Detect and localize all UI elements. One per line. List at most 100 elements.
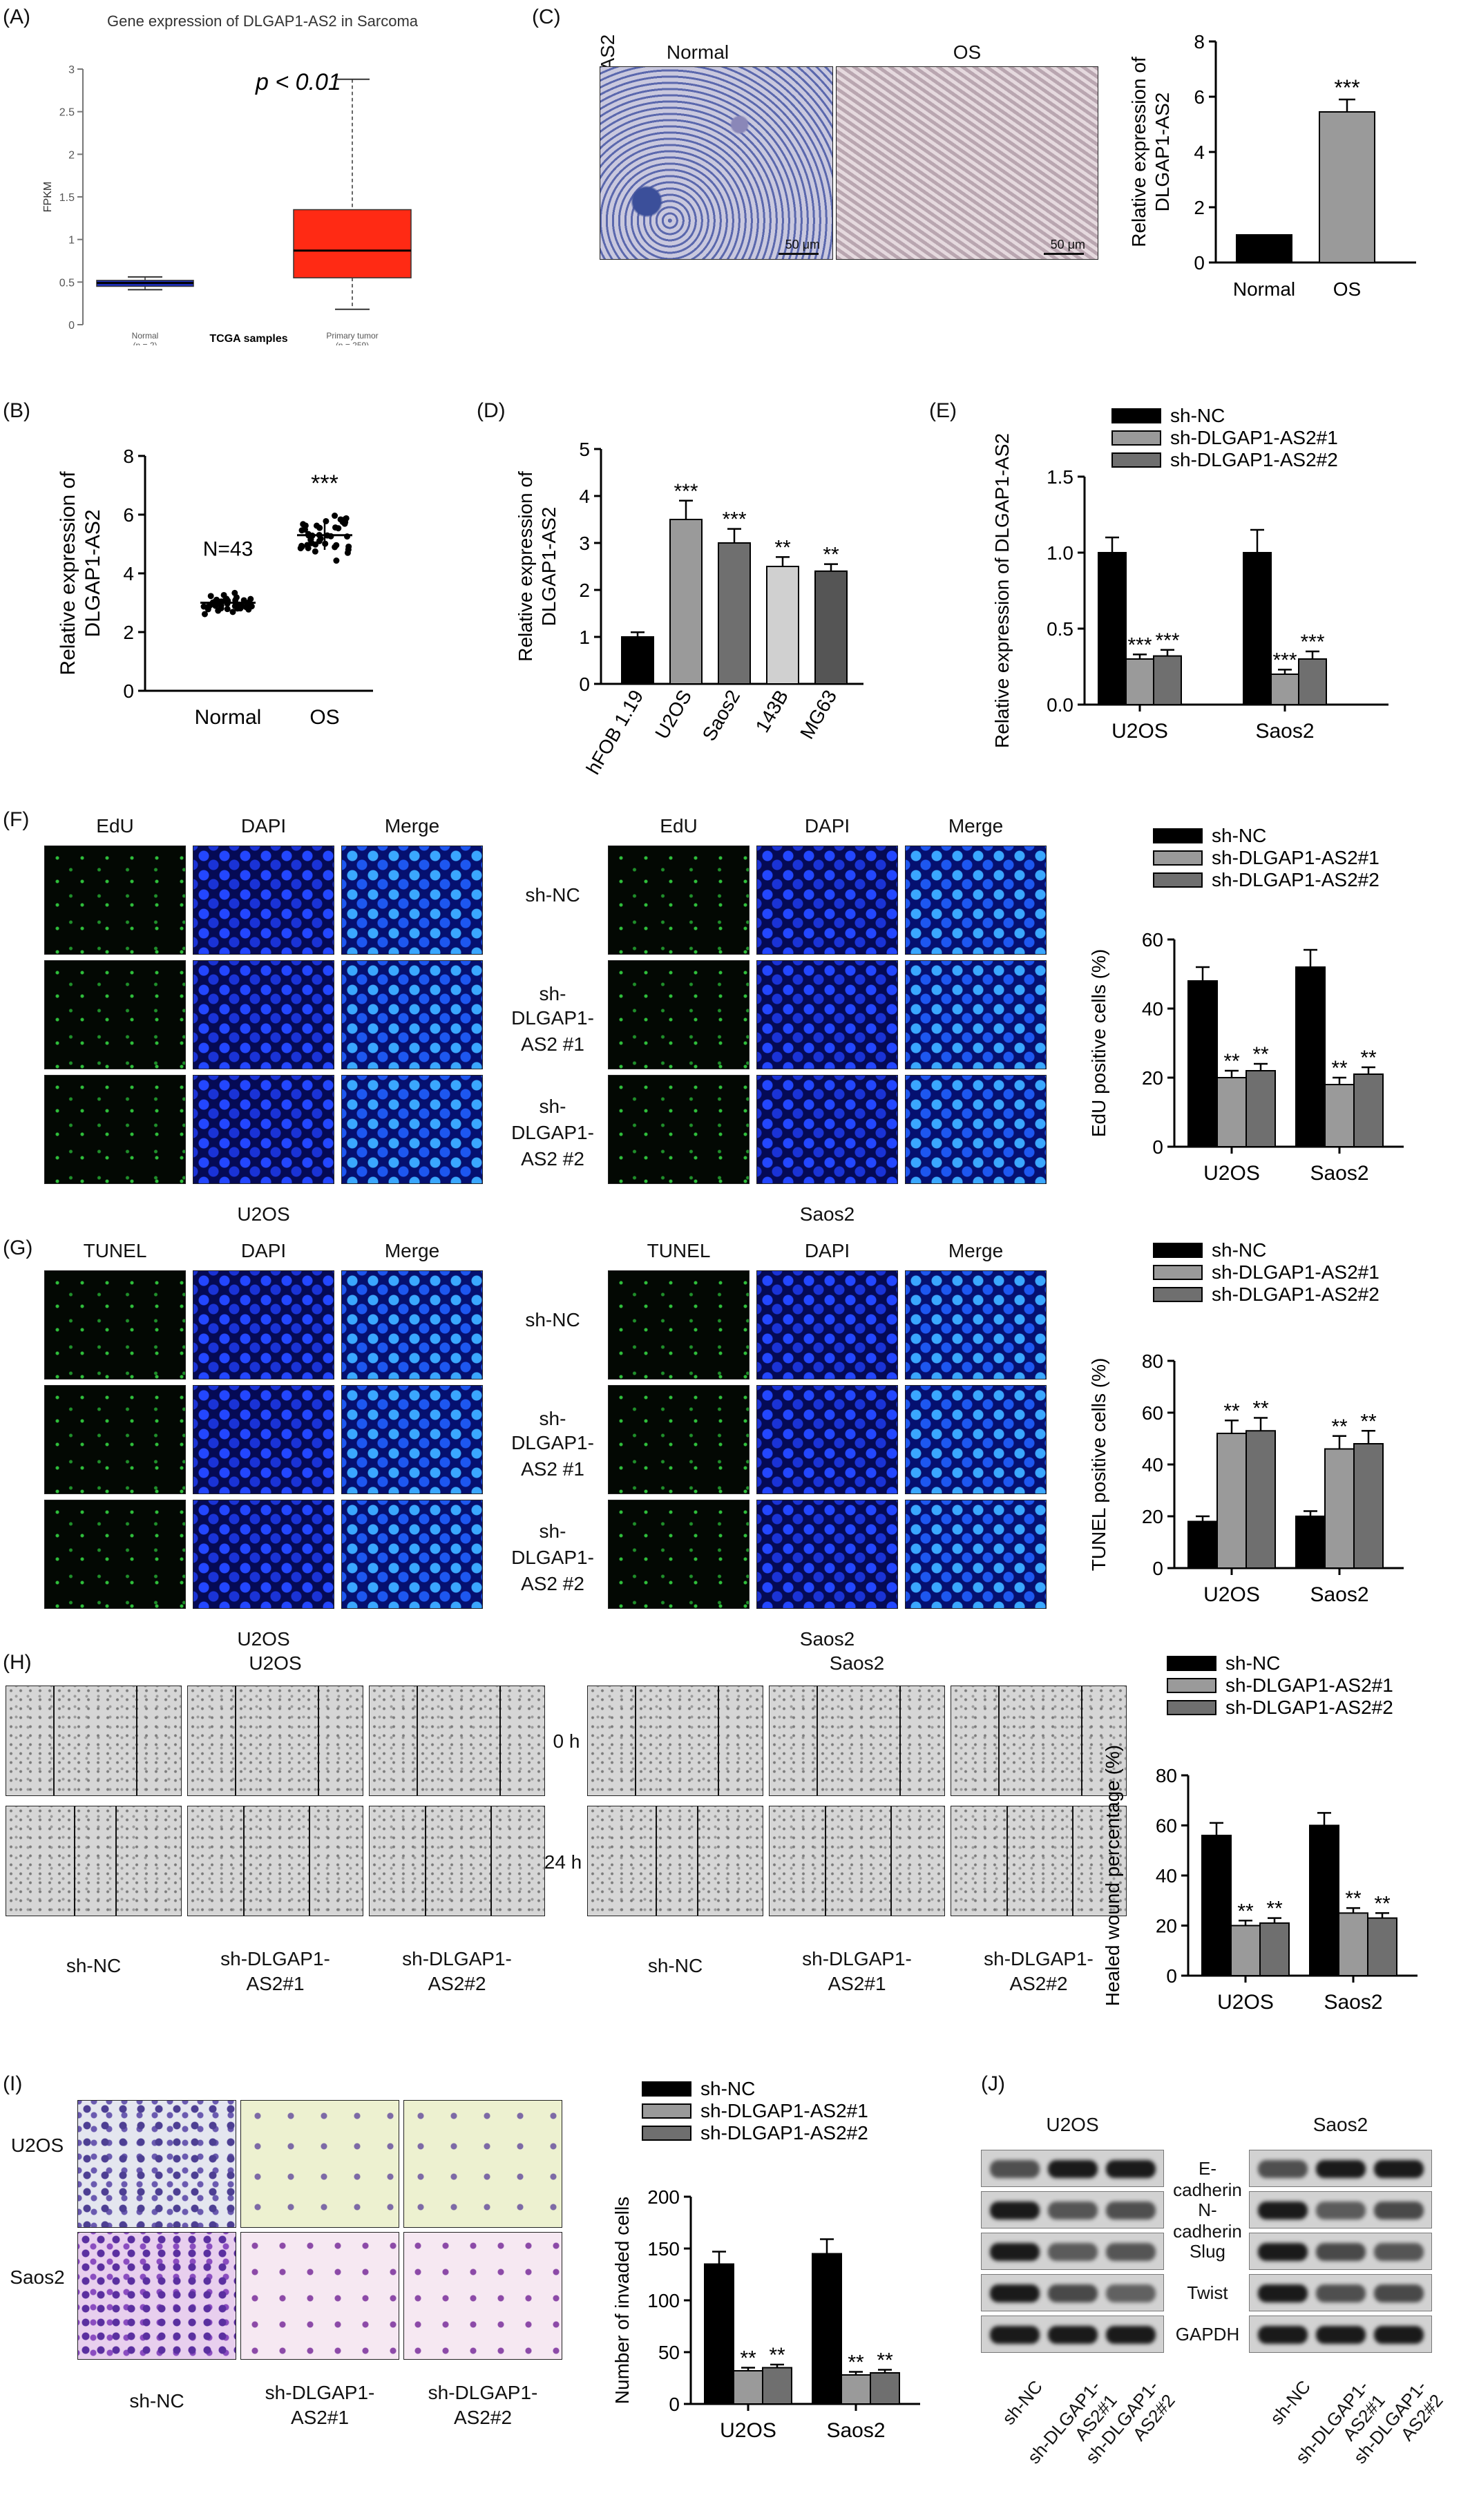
bar <box>1201 1835 1232 1976</box>
fluorescence-image <box>341 1075 483 1184</box>
bar <box>1338 1912 1368 1976</box>
wound-image <box>6 1806 182 1916</box>
column-label: AS2#2 <box>1009 1973 1068 1994</box>
protein-label: N-cadherin <box>1173 2199 1242 2242</box>
panel-a-title: Gene expression of DLGAP1-AS2 in Sarcoma <box>107 12 419 30</box>
fluorescence-image <box>756 846 898 955</box>
legend-swatch <box>642 2126 691 2141</box>
wound-edge-line <box>499 1686 501 1795</box>
legend-label: sh-NC <box>1212 825 1266 846</box>
protein-band <box>990 2160 1040 2178</box>
protein-label: Twist <box>1187 2282 1228 2303</box>
y-axis-label: Healed wound percentage (%) <box>1102 1745 1123 2006</box>
wound-edge-line <box>416 1686 418 1795</box>
protein-band <box>1374 2326 1424 2344</box>
legend-swatch <box>1111 430 1161 446</box>
protein-band <box>1316 2160 1366 2178</box>
bar <box>762 2367 792 2405</box>
data-point <box>333 557 340 564</box>
y-axis-label: DLGAP1-AS2 <box>82 509 104 637</box>
y-tick-label: 40 <box>1156 1865 1177 1887</box>
x-tick-label: Saos2 <box>1310 1162 1368 1185</box>
legend-label: sh-NC <box>1212 1239 1266 1261</box>
wound-edge-line <box>234 1686 236 1795</box>
blot-strip <box>981 2274 1164 2311</box>
significance-stars: ** <box>740 2347 756 2370</box>
x-tick-label: 143B <box>752 687 793 736</box>
row-label: sh- <box>539 1408 566 1429</box>
row-label: DLGAP1- <box>511 1007 594 1029</box>
legend-label: sh-DLGAP1-AS2#2 <box>1170 449 1338 470</box>
fluorescence-image <box>193 1385 334 1494</box>
fluorescence-image <box>193 1270 334 1380</box>
panel-h-label: (H) <box>3 1651 32 1674</box>
legend-swatch <box>1153 850 1203 866</box>
y-tick-label: 40 <box>1142 1454 1163 1476</box>
scalebar <box>1044 253 1084 255</box>
box <box>293 209 412 278</box>
protein-band <box>1106 2160 1156 2178</box>
fluorescence-image <box>608 1500 750 1609</box>
y-tick-label: 0 <box>1152 1136 1163 1158</box>
wound-edge-line <box>696 1806 698 1916</box>
panel-c-label: (C) <box>532 6 561 28</box>
legend-label: sh-DLGAP1-AS2#1 <box>1225 1674 1393 1696</box>
wound-edge-line <box>1006 1806 1008 1916</box>
wound-edge-line <box>309 1806 310 1916</box>
significance-stars: ** <box>1266 1898 1283 1920</box>
ihc-normal-title: Normal <box>666 41 729 63</box>
blot-strip <box>981 2233 1164 2270</box>
row-label: AS2 #2 <box>521 1148 584 1170</box>
p-value: p < 0.01 <box>255 69 341 95</box>
y-tick-label: 50 <box>658 2342 680 2363</box>
y-tick-label: 8 <box>1194 31 1205 52</box>
y-axis-label: Relative expression of <box>57 471 79 676</box>
significance-stars: ** <box>1331 1057 1348 1080</box>
ihc-os-title: OS <box>953 41 982 63</box>
legend-label: sh-DLGAP1-AS2#1 <box>1212 1261 1380 1283</box>
wound-image <box>769 1686 945 1796</box>
bar <box>1187 1520 1218 1569</box>
legend-swatch <box>1111 408 1161 423</box>
data-point <box>204 604 211 611</box>
y-axis-label: FPKM <box>42 182 54 212</box>
image-column-title: Merge <box>384 1240 440 1261</box>
wound-edge-line <box>1072 1806 1073 1916</box>
y-tick-label: 2 <box>123 622 134 643</box>
x-tick-label: Normal <box>195 706 262 729</box>
time-label: 0 h <box>553 1730 580 1752</box>
y-tick-label: 60 <box>1142 929 1163 951</box>
scalebar-label: 50 μm <box>1050 238 1085 251</box>
significance-stars: *** <box>722 508 746 531</box>
legend-label: sh-DLGAP1-AS2#1 <box>700 2100 868 2121</box>
y-tick-label: 0 <box>68 320 75 332</box>
y-axis-label: DLGAP1-AS2 <box>1152 93 1173 212</box>
column-label: AS2#1 <box>290 2407 350 2428</box>
row-label: Saos2 <box>10 2266 65 2288</box>
blot-strip <box>1249 2316 1432 2353</box>
column-label: sh-NC <box>129 2390 184 2412</box>
y-tick-label: 40 <box>1142 998 1163 1020</box>
protein-band <box>1316 2202 1366 2220</box>
cell-line-title: U2OS <box>1046 2114 1099 2135</box>
wound-edge-line <box>816 1686 818 1795</box>
legend-label: sh-DLGAP1-AS2#2 <box>1212 1283 1380 1305</box>
fluorescence-image <box>905 1500 1047 1609</box>
y-axis-label: Relative expression of <box>1128 57 1149 247</box>
transwell-image <box>403 2232 562 2360</box>
row-label: U2OS <box>10 2135 64 2156</box>
wound-edge-line <box>52 1686 55 1795</box>
legend-label: sh-NC <box>1225 1652 1280 1674</box>
column-label: sh-DLGAP1- <box>265 2382 375 2403</box>
y-axis-label: Relative expression of DLGAP1-AS2 <box>991 433 1013 748</box>
legend-swatch <box>1167 1700 1216 1715</box>
y-axis-label: EdU positive cells (%) <box>1088 949 1109 1137</box>
y-axis-label: Number of invaded cells <box>611 2197 633 2404</box>
row-label: AS2 #1 <box>521 1458 584 1480</box>
cell-line-title: Saos2 <box>1312 2114 1368 2135</box>
protein-band <box>1048 2160 1098 2178</box>
y-tick-label: 6 <box>123 504 134 526</box>
fluorescence-image <box>756 1385 898 1494</box>
wound-edge-line <box>890 1806 892 1916</box>
